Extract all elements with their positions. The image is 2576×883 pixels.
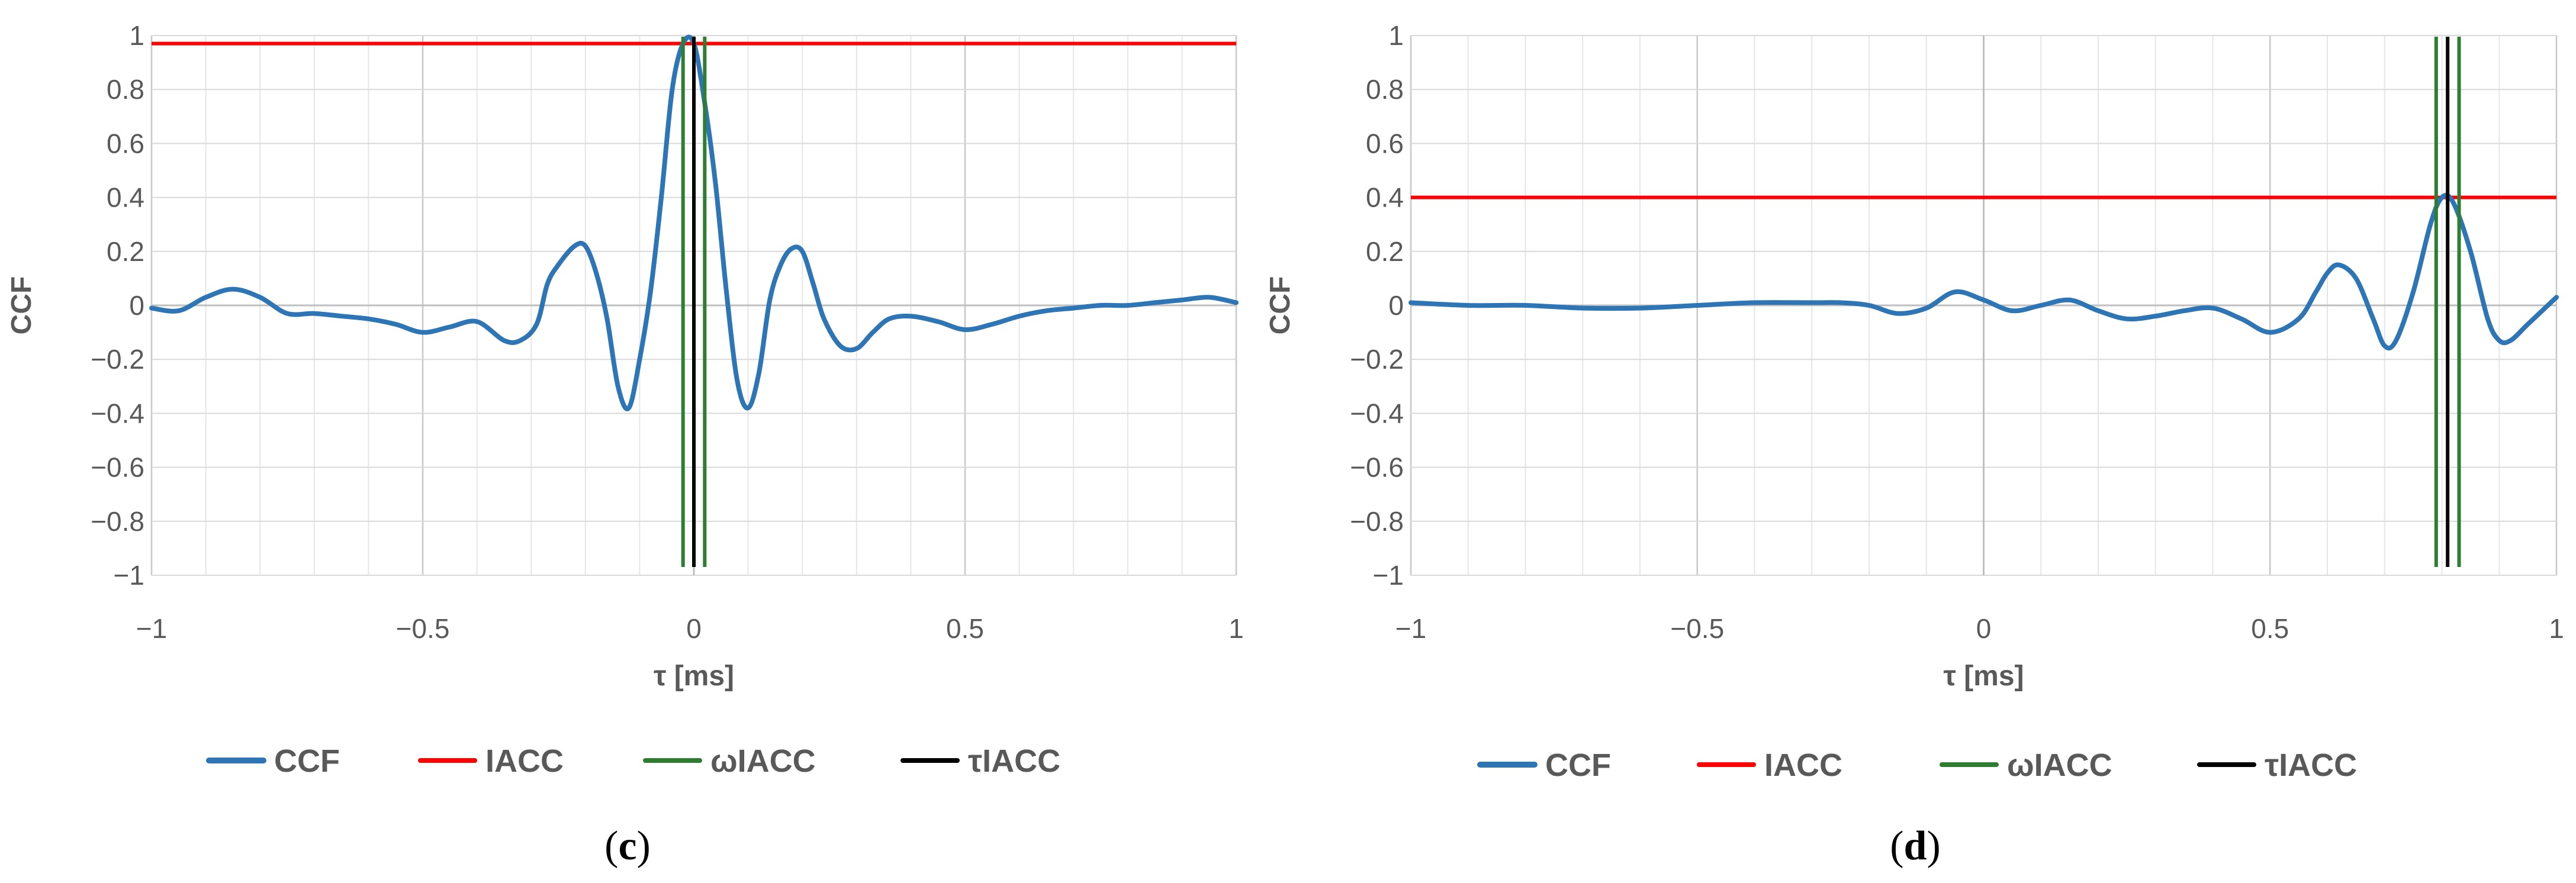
chart-panel-c: 1 0.8 0.6 0.4 0.2 0 −0.2 −0.4 −0.6 −0.8 −1 −1 −0.5 0 0… [6, 20, 1244, 869]
y-tick-label: 0.6 [107, 128, 144, 159]
legend: CCF IACC ωIACC τIACC [206, 743, 1060, 779]
panel-label-letter: d [1904, 823, 1927, 869]
y-tick-label: 0 [1388, 290, 1404, 321]
x-axis-title: τ [ms] [1943, 660, 2024, 692]
legend-label: τIACC [2265, 747, 2357, 783]
panel-label-paren-open: ( [1890, 823, 1903, 869]
y-tick-label: 0.2 [107, 236, 144, 267]
x-tick-label: 0 [686, 613, 702, 644]
legend: CCF IACC ωIACC τIACC [1477, 747, 2357, 783]
panel-label: (d) [1890, 823, 1941, 869]
panel-label-paren-open: ( [604, 823, 618, 869]
y-tick-label: −0.6 [1350, 452, 1404, 483]
x-tick-label: 0.5 [946, 613, 984, 644]
y-tick-label: −0.8 [91, 506, 144, 537]
y-tick-label: 0.4 [107, 182, 144, 213]
y-tick-label: 1 [1388, 20, 1404, 51]
panel-label-paren-close: ) [637, 823, 651, 869]
y-tick-label: 0.8 [107, 74, 144, 105]
x-tick-label: −1 [136, 613, 167, 644]
y-tick-label: −0.8 [1350, 506, 1404, 537]
x-tick-label: −0.5 [1670, 613, 1724, 644]
legend-label: CCF [1545, 747, 1611, 783]
y-tick-label: 0.8 [1366, 74, 1404, 105]
grid [1410, 35, 2558, 576]
legend-label: CCF [274, 743, 340, 779]
legend-label: ωIACC [710, 743, 816, 779]
y-tick-label: 0.6 [1366, 128, 1404, 159]
legend-label: IACC [485, 743, 564, 779]
y-tick-label: −0.4 [91, 398, 144, 428]
y-tick-label: 0.2 [1366, 236, 1404, 267]
y-tick-label: −0.4 [1350, 398, 1404, 428]
x-tick-label: −1 [1395, 613, 1426, 644]
y-tick-label: −1 [1373, 560, 1404, 591]
y-tick-label: −0.6 [91, 452, 144, 483]
y-tick-label: 1 [129, 20, 144, 51]
legend-label: ωIACC [2007, 747, 2112, 783]
x-tick-label: 1 [1228, 613, 1244, 644]
y-tick-label: −0.2 [91, 344, 144, 375]
x-tick-label: −0.5 [396, 613, 450, 644]
x-tick-label: 0 [1976, 613, 1992, 644]
x-tick-label: 0.5 [2251, 613, 2289, 644]
chart-panel-d: 1 0.8 0.6 0.4 0.2 0 −0.2 −0.4 −0.6 −0.8 −1 −1 −0.5 0 0… [1265, 20, 2564, 869]
y-axis-title: CCF [1265, 276, 1296, 335]
legend-label: IACC [1764, 747, 1842, 783]
y-tick-label: 0.4 [1366, 182, 1404, 213]
x-axis-title: τ [ms] [654, 660, 734, 692]
y-tick-label: 0 [129, 290, 144, 321]
panel-label: (c) [604, 823, 651, 869]
x-tick-label: 1 [2549, 613, 2564, 644]
ccf-line [1408, 192, 2559, 351]
y-tick-label: −1 [114, 560, 144, 591]
y-axis-title: CCF [6, 276, 37, 335]
panel-label-paren-close: ) [1927, 823, 1940, 869]
y-tick-label: −0.2 [1350, 344, 1404, 375]
panel-label-letter: c [618, 823, 636, 869]
legend-label: τIACC [968, 743, 1060, 779]
